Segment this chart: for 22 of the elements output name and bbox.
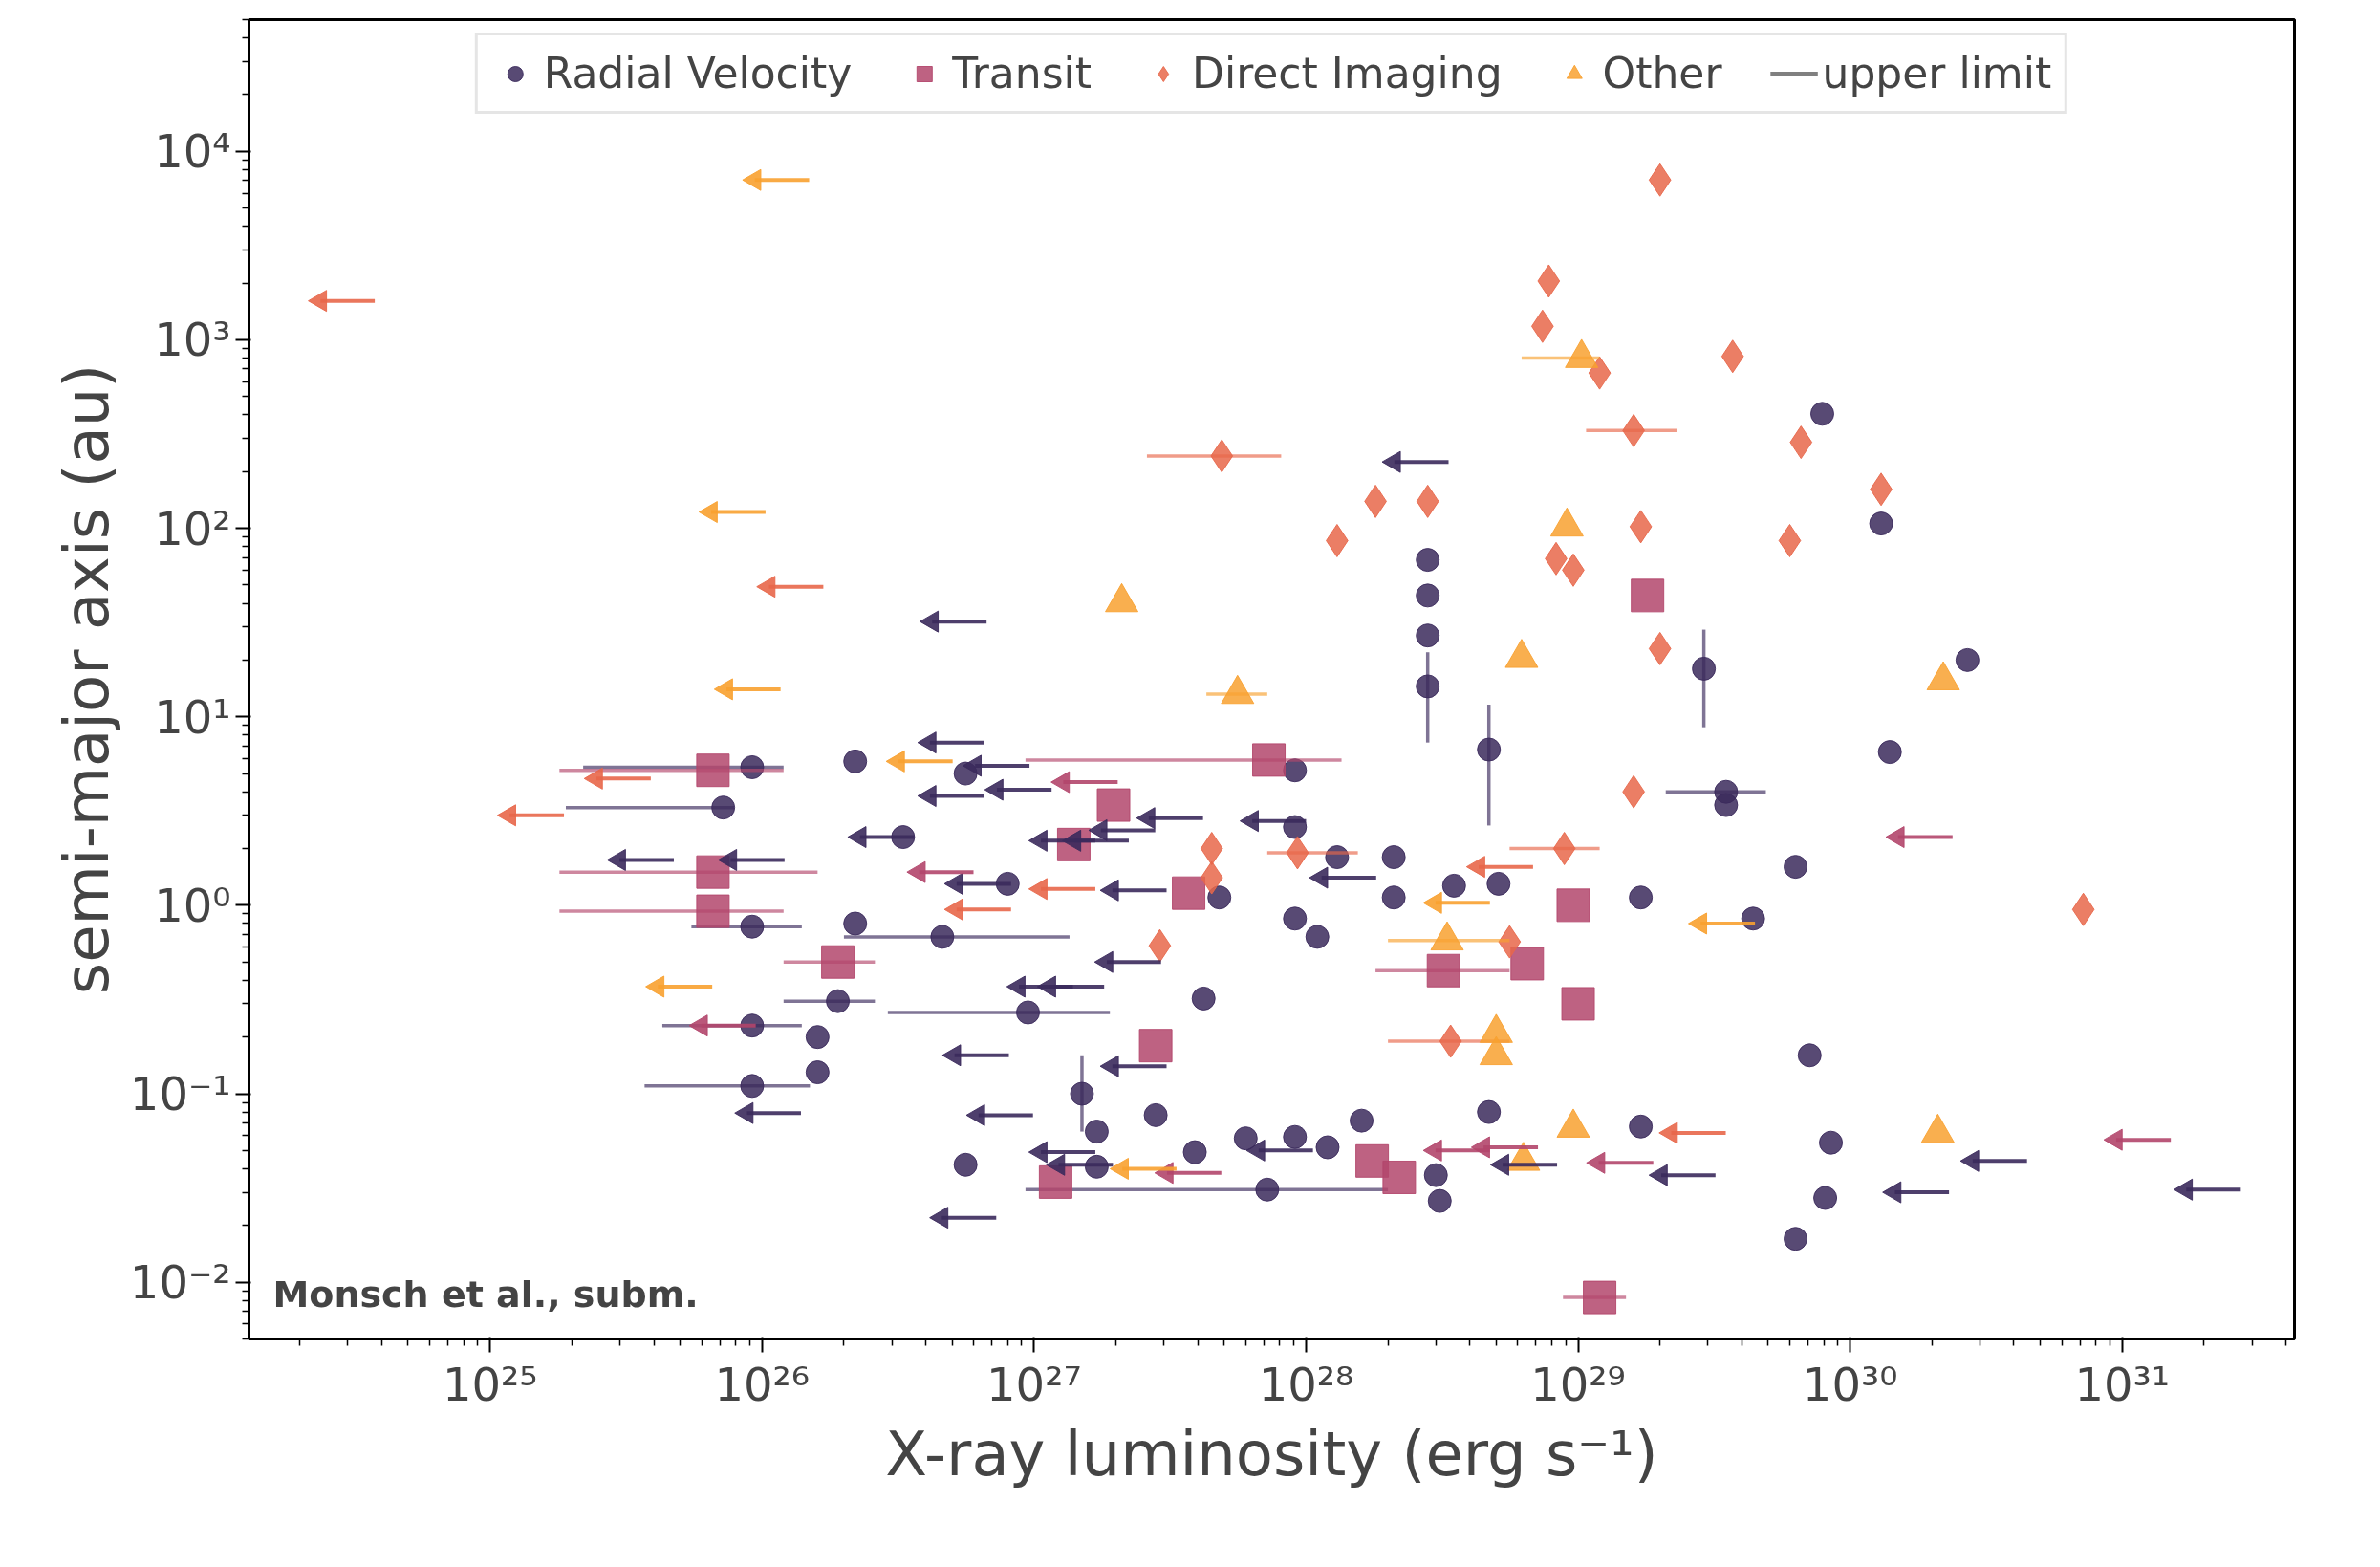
legend-label: Transit (952, 49, 1093, 98)
x-tick-label: 10²⁶ (714, 1357, 811, 1411)
y-tick-label: 10⁻¹ (129, 1067, 231, 1121)
y-tick-label: 10¹ (154, 689, 231, 744)
x-axis-title: X-ray luminosity (erg s⁻¹) (885, 1418, 1658, 1490)
x-tick-label: 10²⁵ (442, 1357, 538, 1411)
y-tick-label: 10⁰ (154, 878, 231, 932)
legend-label: upper limit (1822, 49, 2052, 98)
legend-label: Direct Imaging (1192, 49, 1503, 98)
y-tick-label: 10⁻² (129, 1255, 231, 1310)
x-tick-label: 10²⁷ (986, 1357, 1082, 1411)
annotation: Monsch et al., subm. (272, 1273, 699, 1316)
x-tick-label: 10²⁹ (1530, 1357, 1626, 1411)
x-tick-label: 10³¹ (2074, 1357, 2170, 1411)
y-tick-label: 10² (154, 501, 231, 555)
y-axis-title: semi-major axis (au) (51, 363, 122, 995)
y-tick-label: 10⁴ (154, 124, 231, 179)
legend-label: Radial Velocity (543, 49, 853, 98)
y-tick-label: 10³ (154, 313, 231, 367)
legend-label: Other (1602, 49, 1722, 98)
x-tick-label: 10³⁰ (1802, 1357, 1898, 1411)
x-tick-label: 10²⁸ (1258, 1357, 1354, 1411)
